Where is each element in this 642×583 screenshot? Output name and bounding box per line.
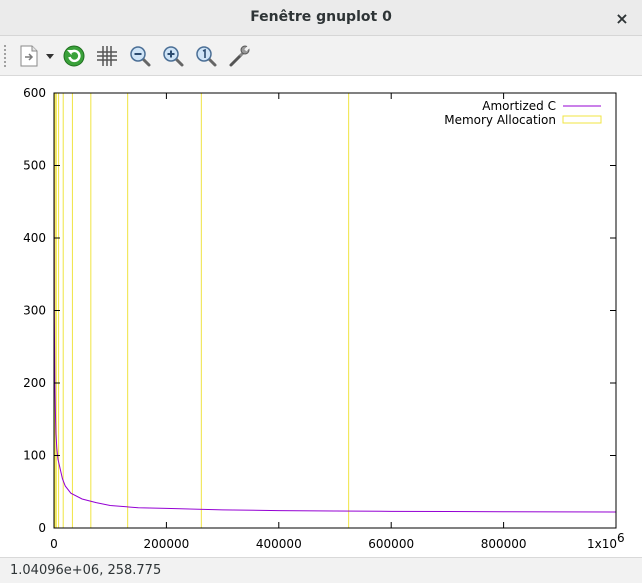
x-tick-label: 0 [50,537,58,551]
cursor-coordinates: 1.04096e+06, 258.775 [10,563,162,578]
export-button[interactable] [14,42,58,70]
grid-icon [97,46,117,66]
toolbar [0,36,642,76]
legend-label-amortized-c: Amortized C [482,99,556,113]
close-icon: × [615,8,629,28]
zoom-reset-icon [196,46,217,67]
x-tick-label: 200000 [143,537,189,551]
grid-button[interactable] [93,42,121,70]
close-button[interactable]: × [610,6,634,30]
y-tick-label: 500 [23,159,46,173]
amortized-c-line [53,92,617,513]
zoom-in-button[interactable] [159,42,187,70]
settings-button[interactable] [225,42,253,70]
window-titlebar: Fenêtre gnuplot 0 × [0,0,642,36]
y-tick-label: 400 [23,231,46,245]
legend: Amortized C Memory Allocation [444,99,602,127]
window-title: Fenêtre gnuplot 0 [250,9,392,25]
y-tick-label: 0 [38,521,46,535]
settings-wrench-icon [229,45,250,67]
plot-canvas[interactable]: 0 200000 400000 600000 800000 1x10 6 0 100 200 30… [0,76,642,557]
x-tick-label: 400000 [256,537,302,551]
x-tick-label: 1x10 [587,537,617,551]
status-bar: 1.04096e+06, 258.775 [0,557,642,583]
axis-ticks [53,92,617,529]
x-tick-exponent: 6 [617,531,625,545]
plot-border [53,92,617,529]
refresh-icon [63,45,85,67]
refresh-button[interactable] [60,42,88,70]
zoom-out-icon [130,46,151,67]
y-tick-label: 100 [23,449,46,463]
zoom-out-button[interactable] [126,42,154,70]
chart: 0 200000 400000 600000 800000 1x10 6 0 100 200 30… [23,86,625,551]
legend-label-memory-allocation: Memory Allocation [444,113,556,127]
y-tick-label: 200 [23,376,46,390]
x-tick-label: 600000 [368,537,414,551]
y-tick-labels: 0 100 200 300 400 500 600 [23,86,46,535]
x-tick-label: 800000 [481,537,527,551]
y-tick-label: 300 [23,304,46,318]
zoom-reset-button[interactable] [192,42,220,70]
x-tick-labels: 0 200000 400000 600000 800000 1x10 6 [50,531,624,551]
export-document-icon [20,45,54,67]
zoom-in-icon [163,46,184,67]
y-tick-label: 600 [23,86,46,100]
legend-swatch-memory-allocation [562,115,602,124]
toolbar-grip[interactable] [3,44,7,68]
memory-allocation-series [53,93,350,528]
